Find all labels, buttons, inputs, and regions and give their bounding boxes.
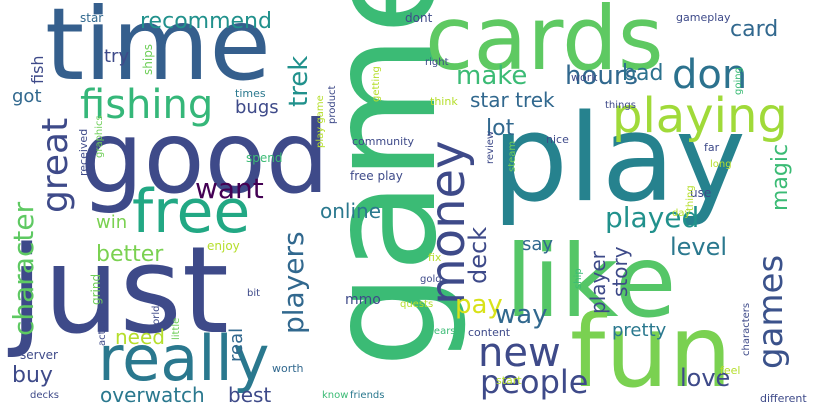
word-make: make xyxy=(456,61,528,91)
word-years: years xyxy=(428,326,456,337)
word-games: games xyxy=(751,254,791,369)
word-characters: characters xyxy=(741,302,752,356)
word-start: start xyxy=(496,374,522,387)
word-fishing: fishing xyxy=(80,82,214,128)
word-win: win xyxy=(96,212,128,233)
word-time: time xyxy=(45,0,271,103)
word-play: play xyxy=(492,90,747,229)
word-bad: bad xyxy=(622,61,664,86)
word-steam: steam xyxy=(507,140,518,172)
word-deck: deck xyxy=(464,226,492,284)
word-server: server xyxy=(20,348,58,362)
word-grind: grind xyxy=(89,273,103,305)
word-best: best xyxy=(228,383,272,407)
word-free-play: free play xyxy=(350,169,403,183)
word-lot: lot xyxy=(486,116,515,141)
word-just: just xyxy=(10,222,229,361)
word-work: work xyxy=(571,71,598,84)
word-long: long xyxy=(710,159,732,170)
word-actually: actually xyxy=(97,306,108,347)
word-great: great xyxy=(35,117,76,213)
word-overwatch: overwatch xyxy=(100,383,205,407)
word-better: better xyxy=(96,242,164,267)
word-worth: worth xyxy=(272,362,304,375)
word-mmo: mmo xyxy=(345,292,381,308)
word-graphics: graphics xyxy=(94,115,105,158)
word-played: played xyxy=(605,201,700,234)
word-different: different xyxy=(760,392,807,405)
word-say: say xyxy=(522,234,554,255)
word-story: story xyxy=(608,246,632,297)
word-new: new xyxy=(478,330,561,376)
word-cards: cards xyxy=(425,0,664,90)
word-right: right xyxy=(425,57,449,68)
word-free: free xyxy=(132,177,251,247)
word-online: online xyxy=(320,199,382,223)
word-use: use xyxy=(690,186,712,200)
word-ships: ships xyxy=(141,43,155,75)
word-pretty: pretty xyxy=(612,320,667,341)
word-dont: dont xyxy=(405,11,433,25)
word-way: way xyxy=(495,300,548,330)
word-nice: nice xyxy=(546,133,569,146)
word-community: community xyxy=(352,135,415,148)
word-player: player xyxy=(586,251,610,314)
word-like: like xyxy=(505,223,677,340)
word-fix: fix xyxy=(428,251,442,264)
word-magic: magic xyxy=(768,143,793,211)
word-got: got xyxy=(12,86,42,107)
word-character: character xyxy=(7,201,40,336)
word-enjoy: enjoy xyxy=(207,239,240,253)
word-try: try xyxy=(104,46,130,67)
word-times: times xyxy=(235,87,266,100)
word-think: think xyxy=(430,95,458,108)
word-star: star xyxy=(80,11,104,25)
word-quests: quests xyxy=(400,299,434,310)
word-trek: trek xyxy=(284,55,314,107)
word-hours: hours xyxy=(565,61,639,91)
word-feel: feel xyxy=(720,364,741,377)
word-bit: bit xyxy=(247,288,261,299)
word-fun: fun xyxy=(570,293,732,410)
word-recommend: recommend xyxy=(140,9,272,34)
word-good: good xyxy=(80,99,330,216)
word-want: want xyxy=(195,172,264,205)
word-product: product xyxy=(327,85,338,124)
word-level: level xyxy=(670,233,728,261)
word-getting: getting xyxy=(371,66,382,102)
word-card: card xyxy=(730,17,779,42)
word-little: little xyxy=(171,317,182,340)
word-playing: playing xyxy=(612,88,788,144)
word-fish: fish xyxy=(28,55,47,84)
word-day: day xyxy=(672,208,691,219)
word-things: things xyxy=(605,100,636,111)
word-received: received xyxy=(77,128,90,176)
word-world: world xyxy=(151,305,162,333)
word-love: love xyxy=(680,364,731,392)
word-friends: friends xyxy=(350,390,385,401)
word-spend: spend xyxy=(246,151,283,165)
word-play-game: play game xyxy=(315,95,326,148)
word-pay: pay xyxy=(455,290,503,320)
word-review: review xyxy=(485,130,496,164)
word-going: going xyxy=(733,67,744,95)
word-gold: gold xyxy=(420,274,442,285)
word-ship: ship xyxy=(573,268,584,289)
word-need: need xyxy=(115,325,165,349)
word-far: far xyxy=(704,141,720,154)
word-content: content xyxy=(468,326,511,339)
word-real: real xyxy=(226,327,247,362)
word-know: know xyxy=(322,390,349,401)
word-players: players xyxy=(277,231,310,334)
word-decks: decks xyxy=(30,390,59,401)
word-don: don xyxy=(672,52,748,98)
word-people: people xyxy=(480,363,589,401)
word-star-trek: star trek xyxy=(470,88,555,112)
word-buy: buy xyxy=(12,363,53,388)
word-gameplay: gameplay xyxy=(676,11,731,24)
word-really: really xyxy=(98,322,270,395)
word-bugs: bugs xyxy=(235,97,279,118)
